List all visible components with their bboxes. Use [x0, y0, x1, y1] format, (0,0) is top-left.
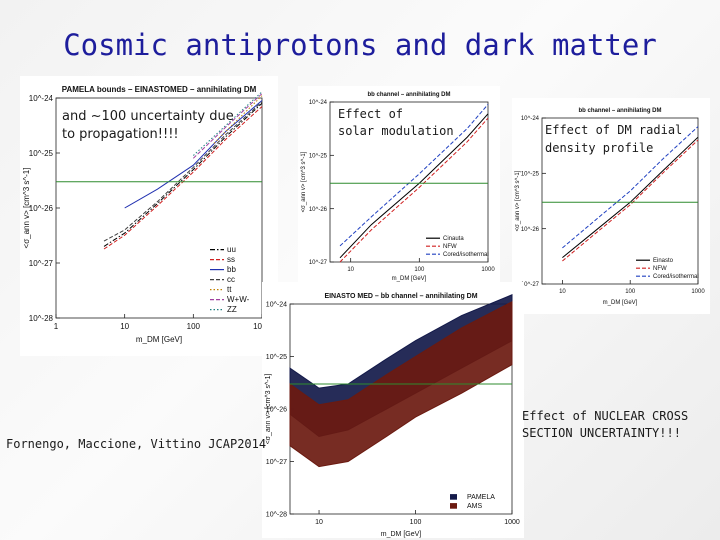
x-tick-label: 1000 — [504, 519, 520, 526]
series-line-nfw — [339, 117, 489, 263]
note-solar-modulation: Effect of solar modulation — [338, 106, 454, 140]
chart-title: bb channel – annihilating DM — [578, 108, 661, 114]
chart-nuclear-uncertainty: EINASTO MED – bb channel – annihilating … — [262, 282, 524, 538]
plot-frame — [329, 101, 489, 263]
x-tick-label: 1000 — [481, 267, 495, 273]
x-tick-label: 1 — [54, 322, 59, 331]
note-solar-line-2: solar modulation — [338, 124, 454, 138]
note-propagation-line-1: and ~100 uncertainty due — [62, 109, 234, 124]
y-tick-label: 10^-25 — [266, 354, 287, 361]
x-tick-label: 10 — [315, 519, 323, 526]
legend-label: Einasto — [653, 258, 674, 264]
chart-radial-profile: bb channel – annihilating DM 10 100 1000 10^… — [512, 98, 710, 314]
x-tick-label: 1000 — [691, 289, 705, 295]
y-tick-label: 10^-28 — [266, 511, 287, 518]
y-tick-label: 10^-28 — [29, 314, 54, 323]
y-tick-label: 10^-25 — [29, 149, 54, 158]
x-tick-label: 10 — [347, 267, 354, 273]
series-line-bb — [124, 100, 263, 209]
x-axis-label: m_DM [GeV] — [392, 276, 427, 282]
chart-title: bb channel – annihilating DM — [367, 92, 450, 98]
note-profile-line-2: density profile — [545, 141, 654, 155]
x-tick-label: 10 — [120, 322, 129, 331]
note-solar-line-1: Effect of — [338, 107, 404, 121]
x-axis-label: m_DM [GeV] — [603, 300, 638, 306]
note-nuclear-line-1: Effect of NUCLEAR CROSS — [522, 409, 689, 423]
note-profile-line-1: Effect of DM radial — [545, 123, 683, 137]
x-axis-label: m_DM [GeV] — [381, 531, 422, 538]
legend-label: PAMELA — [467, 494, 495, 501]
chart-title: PAMELA bounds – EINASTOMED – annihilatin… — [62, 85, 257, 94]
chart-title: EINASTO MED – bb channel – annihilating … — [324, 293, 477, 300]
legend-label: cc — [227, 275, 235, 284]
y-tick-label: 10^-24 — [521, 116, 540, 122]
chart-svg-2: bb channel – annihilating DM 10 100 1000 10^… — [515, 108, 705, 306]
chart-svg-1: bb channel – annihilating DM 10 100 1000 10^… — [301, 92, 495, 282]
chart-solar-modulation: bb channel – annihilating DM 10 100 1000 10^… — [298, 86, 500, 282]
note-radial-profile: Effect of DM radial density profile — [545, 121, 682, 157]
note-propagation: and ~100 uncertainty due to propagation!… — [62, 108, 234, 144]
legend-label: uu — [227, 245, 236, 254]
series-line-w-w- — [192, 93, 263, 159]
chart-svg-3: EINASTO MED – bb channel – annihilating … — [265, 293, 520, 538]
series-line-cored-isothermal — [339, 104, 489, 247]
y-axis-label: <σ_ann v> [cm^3 s^-1] — [265, 374, 272, 445]
legend-label: ss — [227, 255, 235, 264]
citation: Fornengo, Maccione, Vittino JCAP2014 — [6, 437, 267, 451]
legend-swatch — [450, 494, 457, 500]
note-nuclear-cross-section: Effect of NUCLEAR CROSS SECTION UNCERTAI… — [522, 408, 688, 442]
y-tick-label: 10^-24 — [266, 301, 287, 308]
legend-label: NFW — [653, 266, 667, 272]
y-tick-label: 10^-26 — [266, 406, 287, 413]
legend-label: tt — [227, 285, 232, 294]
y-tick-label: 10^-27 — [521, 282, 540, 288]
x-tick-label: 100 — [410, 519, 422, 526]
legend-label: Cored/isothermal — [653, 274, 699, 280]
legend-label: Cinauta — [443, 236, 464, 242]
y-axis-label: <σ_ann v> [cm^3 s^-1] — [22, 168, 31, 249]
chart-pamela-bounds: PAMELA bounds – EINASTOMED – annihilatin… — [20, 76, 278, 356]
chart-svg-0: PAMELA bounds – EINASTOMED – annihilatin… — [22, 85, 271, 344]
note-nuclear-line-2: SECTION UNCERTAINTY!!! — [522, 426, 681, 440]
legend-label: W+W- — [227, 295, 250, 304]
legend-swatch — [450, 503, 457, 509]
y-tick-label: 10^-27 — [266, 459, 287, 466]
series-line-ss — [103, 106, 263, 250]
series-line-nfw — [562, 139, 699, 262]
y-tick-label: 10^-26 — [309, 207, 328, 213]
x-tick-label: 10 — [559, 289, 566, 295]
note-propagation-line-2: to propagation!!!! — [62, 127, 179, 142]
y-tick-label: 10^-27 — [309, 260, 328, 266]
x-tick-label: 100 — [625, 289, 636, 295]
y-tick-label: 10^-25 — [309, 153, 328, 159]
series-line-uu — [103, 102, 263, 247]
y-tick-label: 10^-24 — [29, 94, 54, 103]
legend-label: ZZ — [227, 305, 237, 314]
legend-label: NFW — [443, 244, 457, 250]
y-tick-label: 10^-26 — [29, 204, 54, 213]
y-axis-label: <σ_ann v> [cm^3 s^-1] — [515, 170, 521, 231]
y-tick-label: 10^-24 — [309, 100, 328, 106]
legend-label: AMS — [467, 503, 483, 510]
x-tick-label: 100 — [187, 322, 201, 331]
series-line-cc — [103, 101, 263, 242]
y-tick-label: 10^-27 — [29, 259, 54, 268]
x-axis-label: m_DM [GeV] — [136, 335, 182, 344]
y-axis-label: <σ_ann v> [cm^3 s^-1] — [301, 151, 307, 212]
legend-label: Cored/isothermal — [443, 252, 489, 258]
plot-frame — [541, 117, 699, 285]
x-tick-label: 100 — [414, 267, 425, 273]
series-line-zz — [192, 91, 263, 156]
legend-label: bb — [227, 265, 236, 274]
slide-title: Cosmic antiprotons and dark matter — [63, 28, 657, 62]
y-tick-label: 10^-25 — [521, 171, 540, 177]
y-tick-label: 10^-26 — [521, 227, 540, 233]
